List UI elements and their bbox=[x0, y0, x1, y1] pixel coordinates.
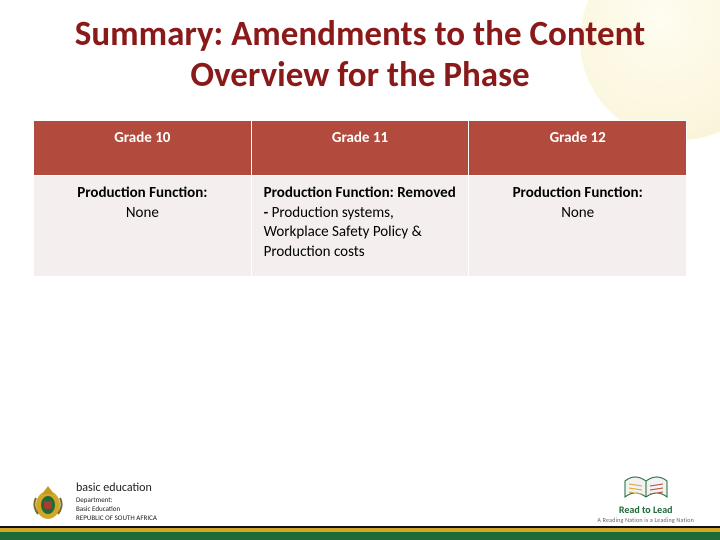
amendments-table: Grade 10 Grade 11 Grade 12 Production Fu… bbox=[33, 120, 687, 277]
page-title: Summary: Amendments to the Content Overv… bbox=[0, 14, 720, 97]
coat-of-arms-icon bbox=[28, 480, 68, 524]
cell-grade11: Production Function: Removed - Productio… bbox=[251, 176, 469, 277]
cell-text: None bbox=[126, 204, 159, 222]
cell-grade10: Production Function: None bbox=[34, 176, 252, 277]
slide: Summary: Amendments to the Content Overv… bbox=[0, 0, 720, 540]
cell-bold: Production Function: bbox=[77, 184, 207, 202]
cell-bold: Production Function: bbox=[513, 184, 643, 202]
cell-text: None bbox=[561, 204, 594, 222]
table-row: Production Function: None Production Fun… bbox=[34, 176, 687, 277]
cell-text: Production systems, Workplace Safety Pol… bbox=[264, 204, 422, 261]
read-to-lead-block: Read to Lead A Reading Nation is a Leadi… bbox=[597, 475, 694, 524]
footer-stripe-green bbox=[0, 532, 720, 540]
footer: basic education Department: Basic Educat… bbox=[0, 472, 720, 540]
dept-line3: REPUBLIC OF SOUTH AFRICA bbox=[76, 514, 157, 523]
book-icon bbox=[623, 475, 669, 501]
dept-logo-block: basic education Department: Basic Educat… bbox=[28, 480, 157, 524]
col-header-grade12: Grade 12 bbox=[469, 121, 687, 176]
read-to-lead-title: Read to Lead bbox=[597, 503, 694, 516]
read-to-lead-sub: A Reading Nation is a Leading Nation bbox=[597, 516, 694, 524]
dept-main: basic education bbox=[76, 481, 157, 496]
col-header-grade11: Grade 11 bbox=[251, 121, 469, 176]
col-header-grade10: Grade 10 bbox=[34, 121, 252, 176]
dept-text: basic education Department: Basic Educat… bbox=[76, 481, 157, 522]
table-header-row: Grade 10 Grade 11 Grade 12 bbox=[34, 121, 687, 176]
cell-grade12: Production Function: None bbox=[469, 176, 687, 277]
